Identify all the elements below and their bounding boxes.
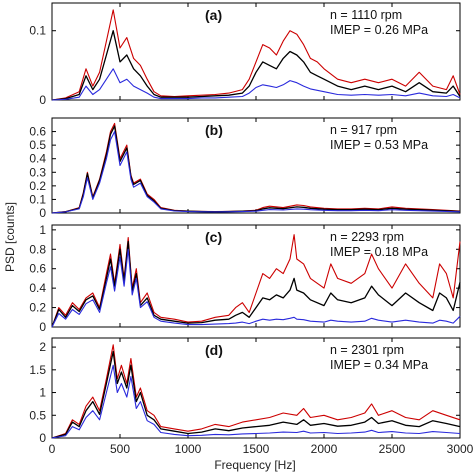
y-tick-label: 0.4 (29, 281, 46, 295)
y-tick-label: 0.8 (29, 242, 46, 256)
y-tick-label: 1.5 (29, 363, 46, 377)
imep-annotation: IMEP = 0.18 MPa (330, 245, 428, 259)
series-line-red (51, 234, 461, 328)
series-line-blue (51, 68, 461, 101)
panel-label: (a) (205, 7, 222, 23)
panel-label: (c) (205, 229, 222, 245)
series-line-red (51, 9, 461, 101)
x-tick-label: 0 (49, 442, 56, 456)
y-axis-title: PSD [counts] (3, 202, 17, 272)
series-line-blue (51, 131, 461, 214)
x-axis-title: Frequency [Hz] (214, 458, 295, 472)
y-tick-label: 0.1 (29, 24, 46, 38)
y-tick-label: 0.5 (29, 138, 46, 152)
y-tick-label: 0.5 (29, 408, 46, 422)
x-tick-label: 2500 (379, 442, 406, 456)
x-tick-label: 2000 (311, 442, 338, 456)
series-line-red (51, 122, 461, 214)
y-tick-label: 0.2 (29, 179, 46, 193)
panel-d: 0 0.5 1 1.5 2 0 500 1000 1500 2000 2500 3000 (d) n = … (29, 337, 474, 456)
panel-label: (b) (205, 122, 223, 138)
x-tick-label: 500 (110, 442, 130, 456)
y-tick-label: 0.2 (29, 301, 46, 315)
imep-annotation: IMEP = 0.34 MPa (330, 358, 428, 372)
series-line-blue (51, 364, 461, 439)
imep-annotation: IMEP = 0.26 MPa (330, 23, 428, 37)
rpm-annotation: n = 917 rpm (330, 123, 397, 137)
x-tick-label: 1000 (175, 442, 202, 456)
x-tick-label: 1500 (243, 442, 270, 456)
series-line-blue (51, 248, 461, 328)
rpm-annotation: n = 2301 rpm (330, 343, 404, 357)
y-tick-label: 0.6 (29, 262, 46, 276)
series-line-black (51, 30, 461, 101)
y-tick-label: 0.6 (29, 125, 46, 139)
y-tick-label: 0 (39, 93, 46, 107)
panel-label: (d) (205, 342, 223, 358)
series-line-red (51, 344, 461, 439)
y-tick-label: 1 (39, 223, 46, 237)
rpm-annotation: n = 1110 rpm (330, 8, 402, 22)
rpm-annotation: n = 2293 rpm (330, 230, 404, 244)
y-tick-label: 0.3 (29, 165, 46, 179)
x-tick-label: 3000 (447, 442, 474, 456)
y-tick-label: 1 (39, 386, 46, 400)
series-line-black (51, 240, 461, 328)
y-tick-label: 2 (39, 340, 46, 354)
y-tick-label: 0 (39, 206, 46, 220)
imep-annotation: IMEP = 0.53 MPa (330, 138, 428, 152)
plot-frame (51, 117, 461, 214)
y-tick-label: 0 (39, 431, 46, 445)
series-line-black (51, 350, 461, 439)
y-tick-label: 0.4 (29, 152, 46, 166)
y-tick-label: 0 (39, 320, 46, 334)
y-tick-label: 0.1 (29, 192, 46, 206)
